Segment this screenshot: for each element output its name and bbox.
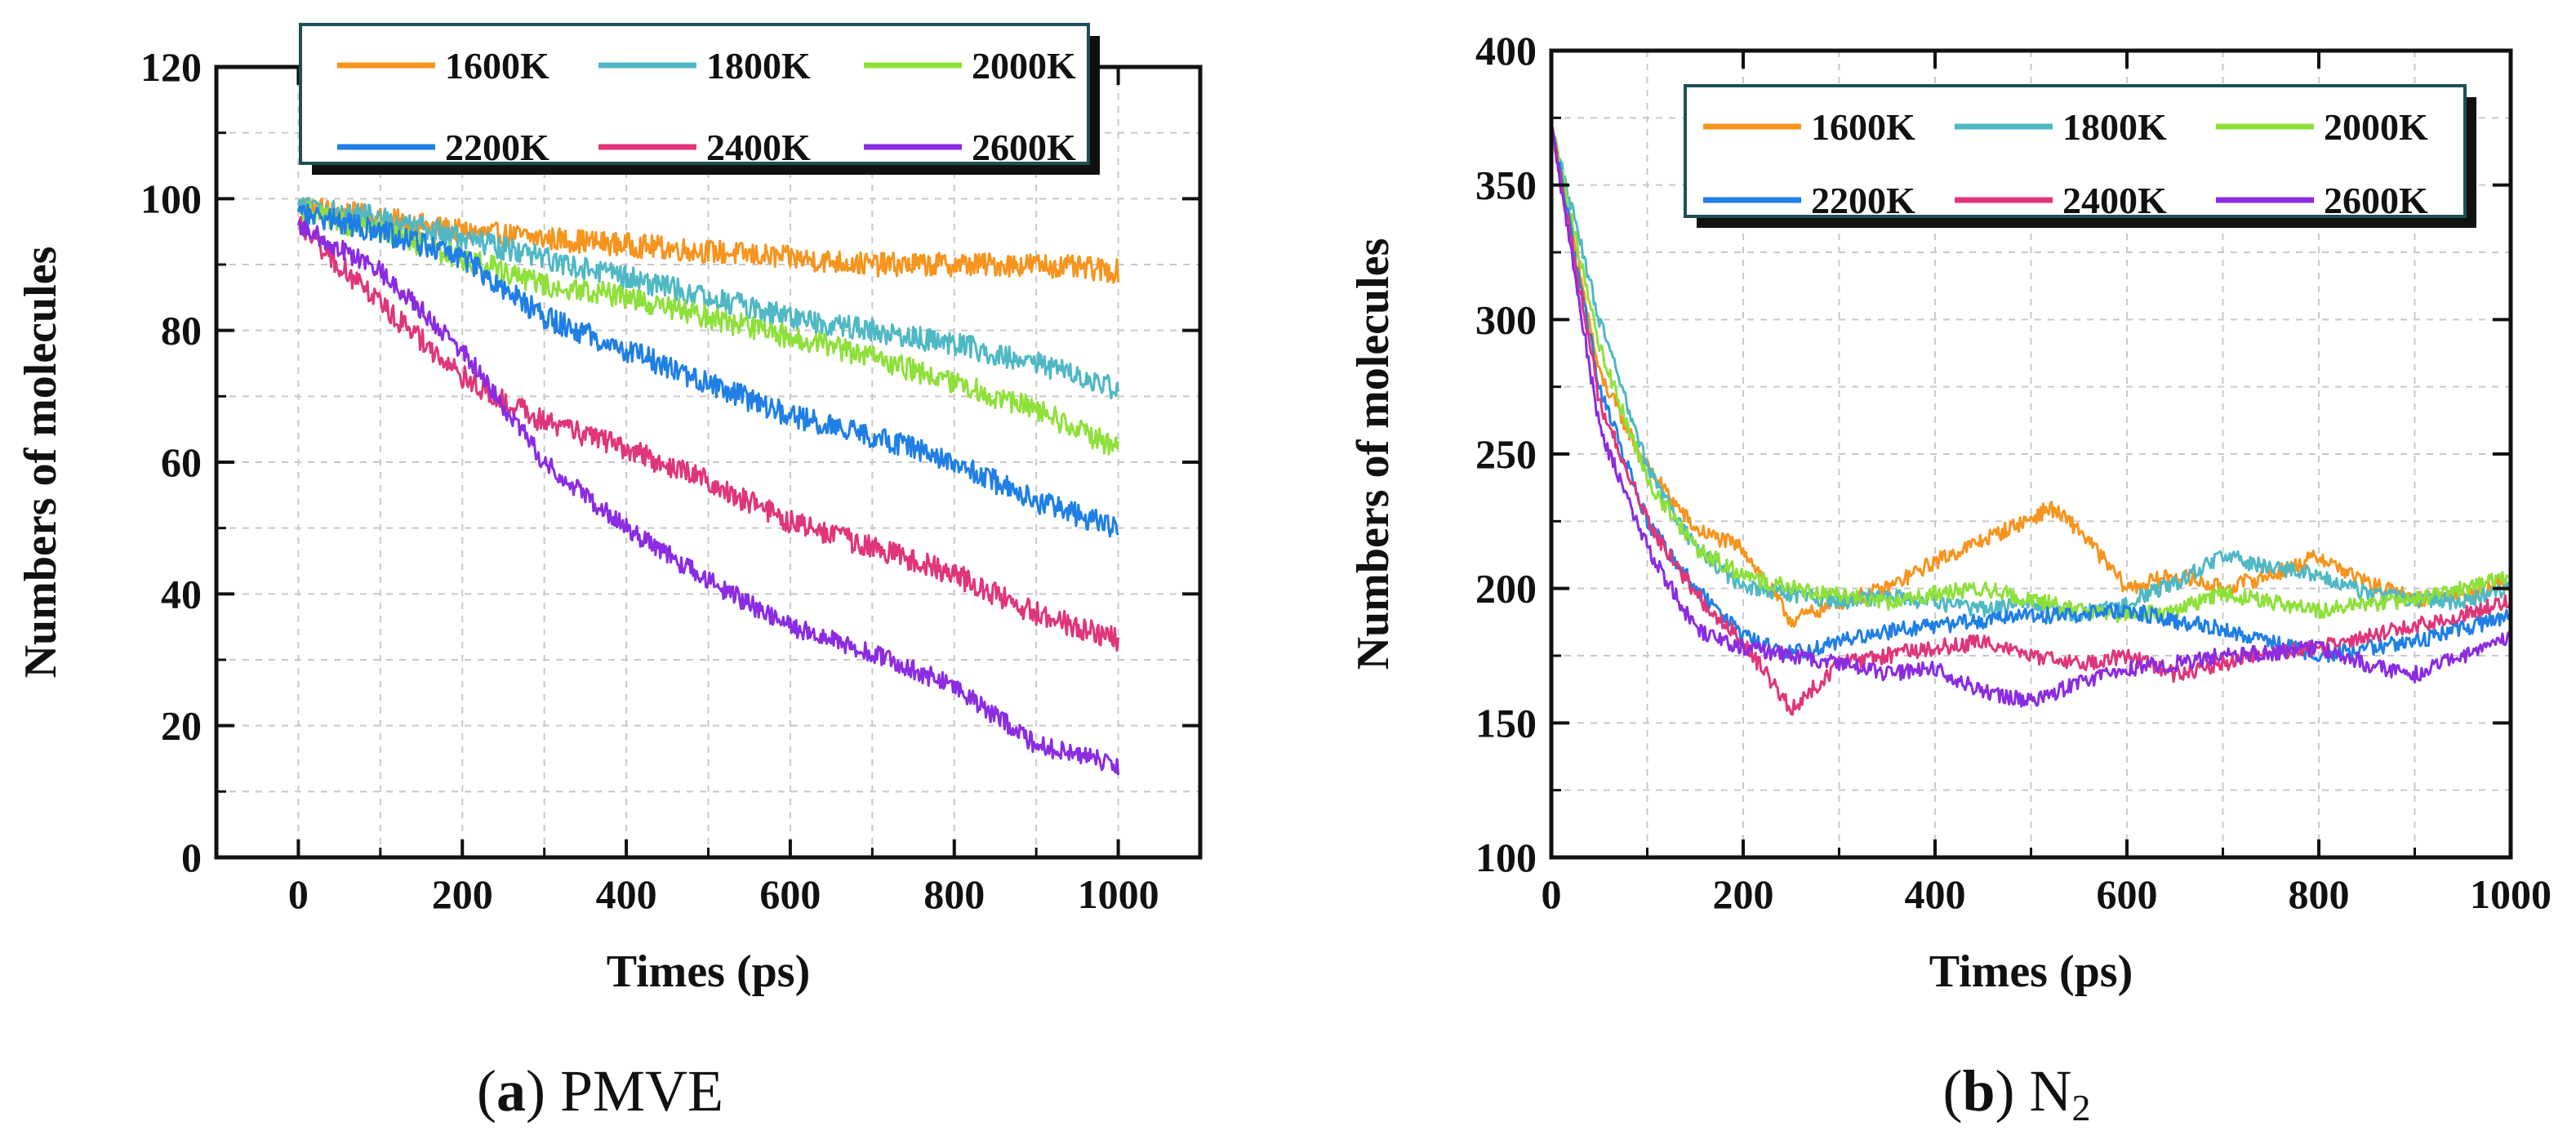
series-line-2000K [296, 201, 1120, 456]
legend-label-1800K: 1800K [2062, 106, 2167, 148]
legend-label-2000K: 2000K [972, 45, 1076, 87]
x-axis-label: Times (ps) [1929, 946, 2133, 997]
series-line-2200K [296, 203, 1119, 538]
x-tick-label: 1000 [1078, 871, 1159, 917]
y-tick-label: 0 [181, 835, 202, 880]
caption-text: N [2030, 1058, 2072, 1124]
series-line-2400K [296, 216, 1120, 652]
y-tick-label: 200 [1475, 566, 1537, 612]
y-tick-label: 350 [1475, 162, 1537, 208]
legend-box [299, 23, 1090, 165]
caption-text: PMVE [560, 1058, 723, 1124]
caption-panel-letter: b [1962, 1058, 1995, 1124]
series-line-2600K [296, 220, 1120, 776]
caption-paren-open: ( [477, 1058, 496, 1124]
panel-caption: (a) PMVE [477, 1058, 723, 1124]
y-tick-label: 400 [1475, 28, 1537, 73]
y-tick-label: 250 [1475, 431, 1537, 477]
legend-label-1600K: 1600K [1811, 106, 1915, 148]
y-tick-label: 150 [1475, 700, 1537, 746]
legend-label-2600K: 2600K [972, 127, 1076, 168]
series-line-1600K [296, 198, 1120, 284]
legend-box [1684, 84, 2467, 218]
y-axis-label: Numbers of molecules [16, 247, 66, 679]
x-tick-label: 600 [2097, 871, 2158, 917]
panel-b: 0 200 400 600 800 1000 100 150 200 250 300 350 400 Ti… [1348, 28, 2552, 1128]
x-tick-label: 600 [759, 871, 821, 917]
series-line-2200K [1550, 125, 2512, 663]
x-axis-label: Times (ps) [607, 946, 810, 997]
series-line-2600K [1550, 125, 2512, 708]
x-tick-label: 200 [1713, 871, 1774, 917]
x-tick-label: 400 [596, 871, 657, 917]
y-tick-label: 20 [161, 703, 202, 749]
legend-label-2200K: 2200K [445, 127, 549, 168]
caption-panel-letter: a [496, 1058, 526, 1124]
series-line-1600K [1550, 125, 2512, 628]
y-tick-label: 60 [161, 439, 202, 485]
caption-subscript: 2 [2072, 1087, 2091, 1128]
legend-label-2600K: 2600K [2324, 180, 2428, 221]
x-tick-label: 800 [923, 871, 985, 917]
panel-a: 0 200 400 600 800 1000 0 20 40 60 80 100 120 Times (p… [16, 23, 1203, 1124]
y-tick-label: 80 [161, 308, 202, 354]
y-tick-label: 40 [161, 571, 202, 617]
x-tick-label: 800 [2289, 871, 2350, 917]
legend-label-2400K: 2400K [706, 127, 811, 168]
legend-label-1800K: 1800K [706, 45, 811, 87]
series-line-2400K [1550, 125, 2512, 716]
x-tick-label: 200 [432, 871, 493, 917]
y-axis-label: Numbers of molecules [1348, 238, 1399, 670]
panel-caption: (b) N2 [1942, 1058, 2090, 1128]
caption-paren-open: ( [1942, 1058, 1962, 1124]
caption-paren-close: ) [1995, 1058, 2030, 1124]
y-tick-label: 100 [140, 176, 202, 221]
y-tick-label: 120 [140, 44, 202, 90]
legend-label-1600K: 1600K [445, 45, 549, 87]
caption-paren-close: ) [526, 1058, 560, 1124]
series-line-2000K [1550, 125, 2512, 624]
y-tick-label: 100 [1475, 835, 1537, 880]
x-tick-label: 0 [288, 871, 309, 917]
x-tick-label: 400 [1905, 871, 1966, 917]
x-tick-label: 1000 [2470, 871, 2552, 917]
y-tick-label: 300 [1475, 296, 1537, 342]
legend-label-2000K: 2000K [2324, 106, 2428, 148]
x-tick-label: 0 [1542, 871, 1562, 917]
legend-label-2200K: 2200K [1811, 180, 1915, 221]
legend-label-2400K: 2400K [2062, 180, 2167, 221]
